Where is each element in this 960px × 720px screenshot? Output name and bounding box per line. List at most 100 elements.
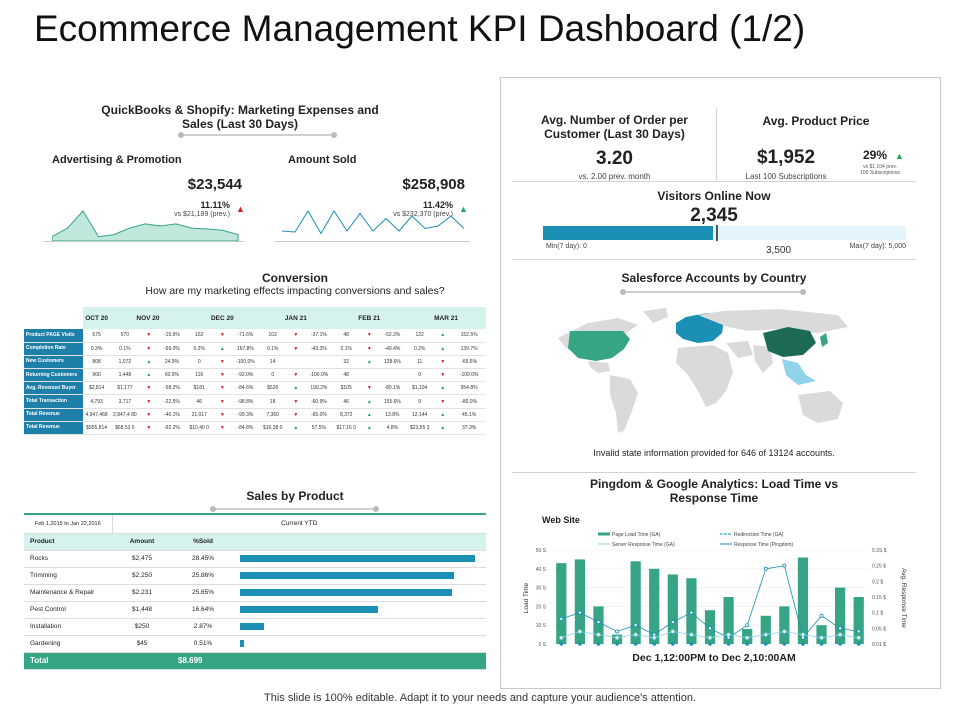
trend-down-icon: ▼	[139, 342, 159, 356]
conversion-cell: 46	[185, 394, 213, 409]
orders-title: Avg. Number of Order per Customer (Last …	[541, 113, 688, 141]
amount-sold-prev: vs $232,370 (prev.)	[393, 211, 453, 218]
conversion-cell: -99.3%	[231, 408, 260, 422]
map-russia	[698, 309, 848, 333]
conversion-cell: 162	[185, 329, 213, 343]
conversion-cell: $16,38 0	[259, 421, 287, 436]
sales-slider[interactable]	[210, 506, 379, 512]
month-header: OCT 20	[82, 307, 111, 329]
pingdom-chart: Load Time Avg. Response Time Page Load Tim…	[523, 532, 907, 648]
product-bar	[240, 555, 476, 562]
product-name: Pest Control	[24, 601, 112, 619]
conversion-cell: 155.6%	[378, 394, 407, 409]
salesforce-slider[interactable]	[620, 289, 806, 295]
visitors-bar-track	[543, 226, 906, 240]
sales-by-product-table: Feb 1,2015 to Jan 22,2016 Current YTD Pr…	[24, 515, 486, 670]
conversion-cell: -52.3%	[378, 329, 407, 343]
trend-down-icon: ▼	[286, 329, 306, 343]
trend-up-icon: ▲	[359, 355, 379, 370]
pingdom-response-line-point	[577, 610, 582, 615]
product-pct: 25.65%	[172, 584, 234, 602]
conversion-cell: -40.1%	[158, 408, 186, 422]
conversion-cell: 152.5%	[452, 329, 486, 343]
pingdom-response-line-point	[652, 632, 657, 637]
baseline-point	[578, 642, 582, 646]
conversion-cell: -92.2%	[158, 421, 186, 436]
price-prev: vs $1,104 prev. 100 Subscriptions	[860, 164, 900, 176]
footer-note: This slide is 100% editable. Adapt it to…	[264, 692, 696, 704]
advertising-area	[52, 210, 239, 242]
product-bar	[240, 606, 378, 613]
server-response-line-point	[596, 632, 601, 637]
conversion-cell: -69.0%	[158, 342, 186, 356]
server-response-line-point	[763, 632, 768, 637]
advertising-label: Advertising & Promotion	[52, 154, 182, 166]
month-header: FEB 21	[332, 307, 407, 329]
load-time-bar	[853, 597, 864, 644]
map-japan	[820, 333, 828, 347]
product-name: Installation	[24, 618, 112, 636]
visitors-min: Min(7 day): 0	[546, 243, 587, 250]
trend-up-icon: ▲	[359, 408, 379, 422]
y-tick-label: 10 S	[536, 623, 547, 629]
conversion-table: OCT 20 NOV 20 DEC 20 JAN 21 FEB 21 MAR 2…	[24, 307, 486, 436]
conversion-cell: 8,372	[332, 408, 360, 422]
conversion-cell: 21,017	[185, 408, 213, 422]
baseline-point	[689, 642, 694, 646]
pingdom-response-line-point	[615, 629, 620, 634]
total-label: Total	[24, 652, 112, 670]
trend-down-icon: ▼	[212, 381, 232, 396]
map-usa	[568, 331, 630, 361]
amount-sold-sparkline	[282, 210, 465, 235]
conversion-cell: 45.1%	[452, 408, 486, 422]
y2-tick-label: 0.1 $	[872, 611, 883, 617]
conversion-cell: 13.8%	[378, 408, 407, 422]
conversion-cell: 57.5%	[305, 421, 333, 436]
conversion-cell: 48	[332, 368, 360, 383]
sales-row: Installation $250 2.87%	[24, 618, 486, 636]
amount-sold-value: $258,908	[402, 176, 465, 193]
product-bar	[240, 589, 453, 596]
conversion-title: Conversion	[261, 271, 328, 285]
conversion-cell: $10,40 0	[185, 421, 213, 436]
trend-down-icon: ▼	[433, 355, 453, 370]
y-tick-label: 0 S	[538, 642, 546, 648]
trend-down-icon: ▼	[139, 329, 159, 343]
product-amount: $1,448	[112, 601, 172, 619]
conversion-row-label: Product PAGE Visits	[24, 329, 83, 343]
product-pct: 25.86%	[172, 567, 234, 585]
conversion-cell: $17,16 0	[332, 421, 360, 436]
conversion-cell: 808	[82, 355, 111, 370]
conversion-row-label: Returning Customers	[24, 368, 83, 383]
trend-down-icon: ▼	[212, 421, 232, 436]
y-tick-label: 40 S	[536, 567, 547, 573]
pingdom-response-line-point	[819, 613, 824, 618]
product-amount: $2,475	[112, 550, 172, 568]
visitors-value: 2,345	[690, 205, 738, 226]
trend-down-icon: ▼	[139, 381, 159, 396]
load-time-bar	[556, 563, 567, 644]
orders-sub: vs. 2.00 prev. month	[578, 172, 651, 181]
conversion-cell: -100.0%	[452, 368, 486, 383]
visitors-target-marker	[716, 225, 718, 241]
month-header: MAR 21	[406, 307, 486, 329]
sales-total-row: Total $8.699	[24, 652, 486, 670]
trend-down-icon: ▼	[212, 394, 232, 409]
baseline-point	[708, 642, 712, 646]
conversion-cell: 9	[406, 394, 434, 409]
quickbooks-slider[interactable]	[178, 132, 337, 138]
y2-tick-label: 0.05 $	[872, 626, 886, 632]
page-title: Ecommerce Management KPI Dashboard (1/2)	[34, 8, 806, 49]
conversion-row-label: Total Revenue	[24, 408, 83, 422]
conversion-cell: 0.1%	[110, 342, 140, 356]
conversion-cell: 37.3%	[452, 421, 486, 436]
product-bar-cell	[234, 550, 486, 568]
conversion-cell	[286, 355, 306, 370]
trend-down-icon: ▼	[286, 394, 306, 409]
amount-sold-line	[282, 210, 465, 235]
conversion-cell: 2,847,4 80	[110, 408, 140, 422]
conversion-row: Returning Customers 900 1,448 ▲ 60.9% 116 ▼ -92…	[24, 368, 486, 383]
baseline-point	[745, 642, 749, 646]
amount-sold-up-arrow-icon: ▲	[459, 204, 468, 214]
conversion-header-row: OCT 20 NOV 20 DEC 20 JAN 21 FEB 21 MAR 2…	[24, 307, 486, 329]
